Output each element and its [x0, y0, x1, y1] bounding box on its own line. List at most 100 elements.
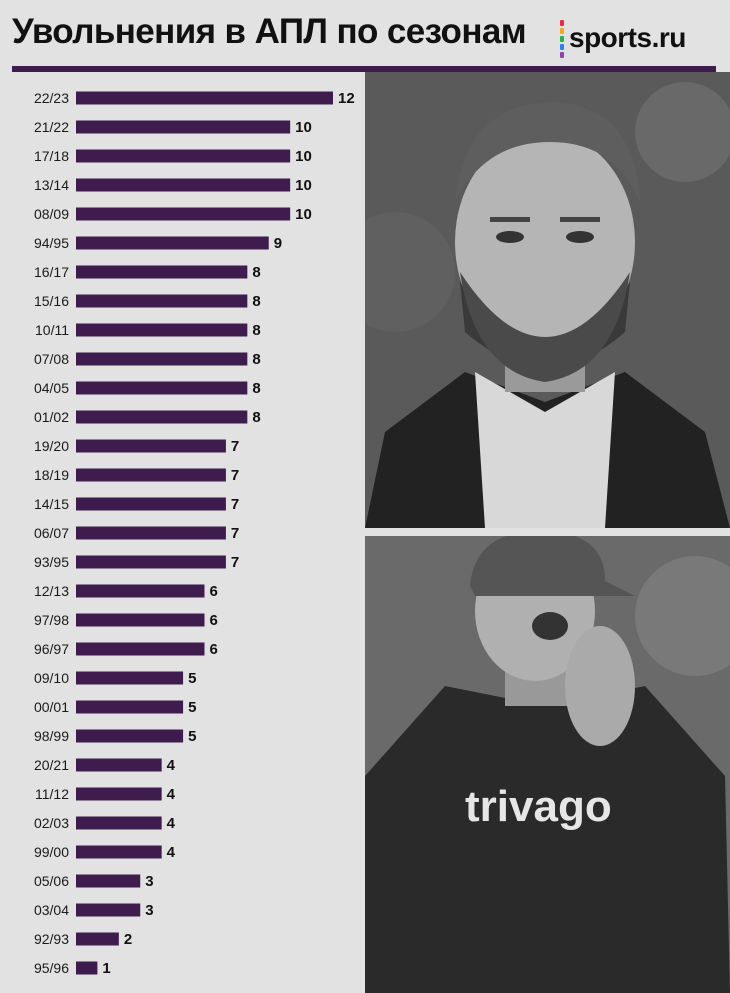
- brand-dot-0: [560, 20, 564, 26]
- value-label: 8: [252, 293, 260, 310]
- bar: [76, 497, 226, 511]
- category-label: 17/18: [34, 148, 69, 164]
- value-label: 10: [295, 206, 312, 223]
- value-label: 5: [188, 728, 196, 745]
- category-label: 22/23: [34, 90, 69, 106]
- bar: [76, 613, 205, 627]
- value-label: 5: [188, 670, 196, 687]
- value-label: 8: [252, 380, 260, 397]
- value-label: 4: [167, 786, 176, 803]
- value-label: 6: [210, 641, 218, 658]
- value-label: 1: [102, 960, 110, 977]
- category-label: 92/93: [34, 931, 69, 947]
- category-label: 95/96: [34, 960, 69, 976]
- brand-dot-1: [560, 28, 564, 34]
- value-label: 7: [231, 467, 239, 484]
- value-label: 10: [295, 148, 312, 165]
- category-label: 12/13: [34, 583, 69, 599]
- category-label: 08/09: [34, 206, 69, 222]
- bar: [76, 265, 248, 279]
- category-label: 11/12: [35, 786, 69, 802]
- category-label: 04/05: [34, 380, 69, 396]
- bar: [76, 758, 162, 772]
- value-label: 6: [210, 612, 218, 629]
- bar: [76, 468, 226, 482]
- category-label: 93/95: [34, 554, 69, 570]
- bar: [76, 816, 162, 830]
- value-label: 12: [338, 90, 355, 107]
- value-label: 6: [210, 583, 218, 600]
- category-label: 19/20: [34, 438, 69, 454]
- category-label: 21/22: [34, 119, 69, 135]
- bar: [76, 787, 162, 801]
- bar: [76, 961, 98, 975]
- category-label: 07/08: [34, 351, 69, 367]
- photo-column: trivago: [365, 72, 730, 993]
- bar: [76, 381, 248, 395]
- category-label: 97/98: [34, 612, 69, 628]
- bar: [76, 932, 119, 946]
- bar: [76, 207, 291, 221]
- bar: [76, 91, 333, 105]
- value-label: 4: [167, 815, 176, 832]
- category-label: 20/21: [34, 757, 69, 773]
- bar: [76, 178, 291, 192]
- bar: [76, 294, 248, 308]
- value-label: 8: [252, 351, 260, 368]
- bar: [76, 410, 248, 424]
- category-label: 16/17: [34, 264, 69, 280]
- category-label: 94/95: [34, 235, 69, 251]
- category-label: 13/14: [34, 177, 69, 193]
- value-label: 7: [231, 496, 239, 513]
- svg-text:trivago: trivago: [465, 782, 612, 831]
- value-label: 2: [124, 931, 132, 948]
- bar: [76, 874, 141, 888]
- brand-dot-4: [560, 52, 564, 58]
- value-label: 4: [167, 757, 176, 774]
- value-label: 7: [231, 554, 239, 571]
- value-label: 9: [274, 235, 282, 252]
- bar: [76, 120, 291, 134]
- bar: [76, 903, 141, 917]
- category-label: 98/99: [34, 728, 69, 744]
- value-label: 3: [145, 873, 153, 890]
- value-label: 3: [145, 902, 153, 919]
- bar: [76, 671, 184, 685]
- page-title: Увольнения в АПЛ по сезонам: [12, 12, 527, 51]
- seasons-bar-chart: 22/23 12 21/22 10 17/18 10 13/14 10 08/09 10 94/95…: [34, 90, 355, 977]
- value-label: 7: [231, 525, 239, 542]
- category-label: 18/19: [34, 467, 69, 483]
- category-label: 15/16: [34, 293, 69, 309]
- category-label: 96/97: [34, 641, 69, 657]
- brand-name: sports.ru: [569, 22, 686, 53]
- brand-dot-3: [560, 44, 564, 50]
- bar: [76, 555, 226, 569]
- category-label: 06/07: [34, 525, 69, 541]
- value-label: 8: [252, 322, 260, 339]
- brand-dots-icon: [560, 20, 564, 58]
- category-label: 03/04: [34, 902, 69, 918]
- value-label: 5: [188, 699, 196, 716]
- bar: [76, 149, 291, 163]
- category-label: 14/15: [34, 496, 69, 512]
- value-label: 8: [252, 264, 260, 281]
- bar: [76, 236, 269, 250]
- title-divider: [12, 66, 716, 72]
- value-label: 7: [231, 438, 239, 455]
- value-label: 10: [295, 119, 312, 136]
- category-label: 05/06: [34, 873, 69, 889]
- category-label: 09/10: [34, 670, 69, 686]
- bar: [76, 352, 248, 366]
- category-label: 00/01: [34, 699, 69, 715]
- bar: [76, 700, 184, 714]
- value-label: 10: [295, 177, 312, 194]
- bar: [76, 526, 226, 540]
- category-label: 01/02: [34, 409, 69, 425]
- bar: [76, 642, 205, 656]
- value-label: 8: [252, 409, 260, 426]
- coach-photo-bottom: trivago: [365, 536, 730, 993]
- category-label: 02/03: [34, 815, 69, 831]
- bar: [76, 439, 226, 453]
- category-label: 99/00: [34, 844, 69, 860]
- bar: [76, 845, 162, 859]
